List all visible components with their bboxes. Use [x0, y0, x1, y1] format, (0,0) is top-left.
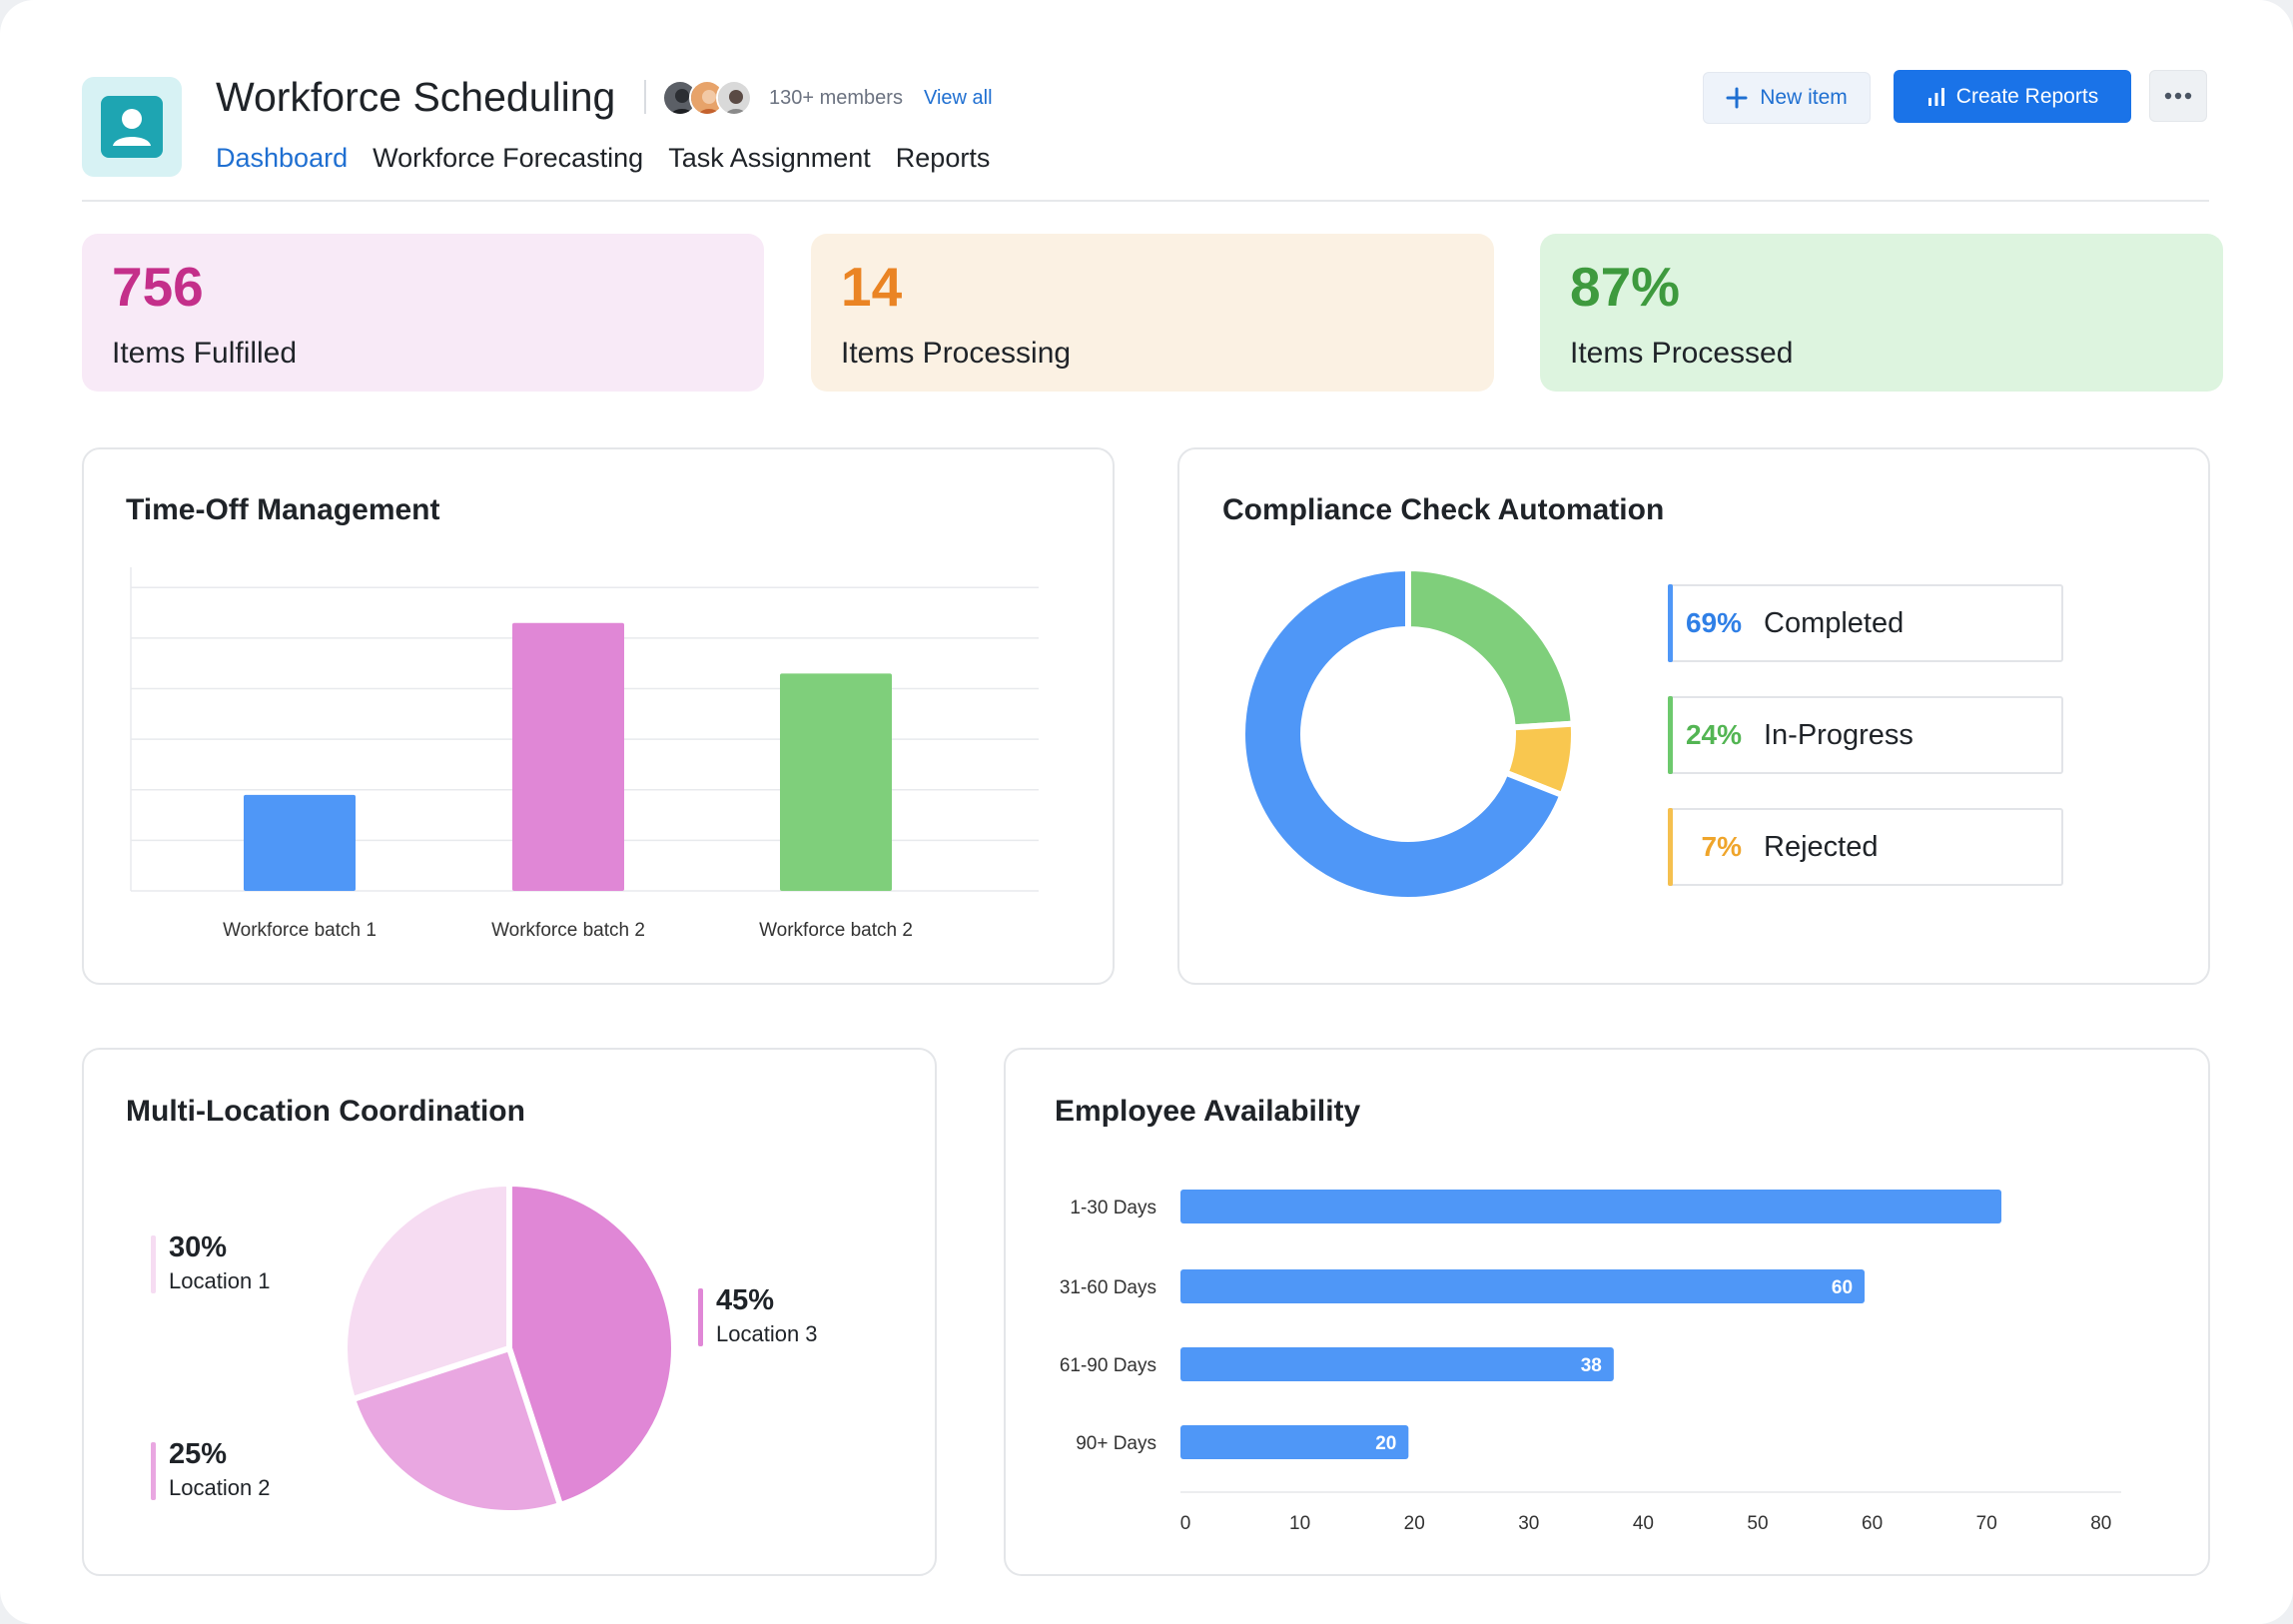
stat-label: Items Processed — [1570, 337, 1794, 370]
pie-label-name: Location 2 — [169, 1475, 271, 1500]
members-count: 130+ members — [769, 87, 903, 109]
member-avatars[interactable] — [662, 80, 752, 116]
stat-card-fulfilled: 756 Items Fulfilled — [82, 234, 764, 392]
stat-label: Items Processing — [841, 337, 1072, 370]
title-divider — [644, 80, 646, 114]
legend-label: Rejected — [1764, 830, 1879, 863]
compliance-donut-chart — [1239, 565, 1577, 903]
stat-label: Items Fulfilled — [112, 337, 298, 370]
nav-tabs: Dashboard Workforce Forecasting Task Ass… — [216, 143, 1015, 174]
pie-label-marker — [698, 1288, 703, 1346]
new-item-label: New item — [1760, 86, 1848, 109]
legend-item-in-progress: 24% In-Progress — [1668, 696, 2063, 774]
stat-value: 756 — [112, 256, 204, 318]
legend-percent: 24% — [1685, 719, 1742, 750]
legend-percent: 7% — [1701, 831, 1742, 862]
page-title: Workforce Scheduling — [216, 74, 616, 120]
pie-label-location-2: 25% Location 2 — [151, 1438, 271, 1501]
tab-reports[interactable]: Reports — [895, 143, 991, 173]
availability-panel — [1004, 1048, 2210, 1576]
avatar — [716, 80, 752, 116]
pie-label-percent: 30% — [169, 1231, 228, 1263]
pie-label-name: Location 1 — [169, 1268, 271, 1293]
bar-chart-icon — [1927, 87, 1944, 106]
pie-label-marker — [151, 1442, 156, 1500]
create-reports-button[interactable]: Create Reports — [1894, 70, 2131, 123]
view-all-link[interactable]: View all — [924, 87, 993, 109]
tab-task-assignment[interactable]: Task Assignment — [668, 143, 871, 173]
stat-card-processing: 14 Items Processing — [811, 234, 1494, 392]
header-divider — [82, 200, 2209, 202]
pie-label-percent: 25% — [169, 1438, 228, 1470]
pie-label-percent: 45% — [716, 1284, 775, 1316]
pie-slice-location-3 — [506, 1181, 677, 1508]
legend-item-completed: 69% Completed — [1668, 584, 2063, 662]
pie-slice-location-2 — [350, 1345, 563, 1516]
legend-percent: 69% — [1685, 607, 1742, 638]
stat-card-processed: 87% Items Processed — [1540, 234, 2223, 392]
legend-label: In-Progress — [1764, 718, 1913, 751]
legend-marker — [1668, 584, 1673, 662]
compliance-title: Compliance Check Automation — [1222, 493, 1665, 526]
pie-label-marker — [151, 1235, 156, 1293]
more-horizontal-icon — [2164, 92, 2192, 100]
legend-item-rejected: 7% Rejected — [1668, 808, 2063, 886]
availability-title: Employee Availability — [1055, 1095, 1361, 1128]
tab-dashboard[interactable]: Dashboard — [216, 143, 349, 173]
pie-slice-location-1 — [342, 1181, 512, 1402]
donut-slice-in-progress — [1405, 565, 1577, 731]
pie-label-location-1: 30% Location 1 — [151, 1231, 271, 1294]
pie-label-name: Location 3 — [716, 1321, 818, 1346]
create-reports-label: Create Reports — [1955, 84, 2099, 108]
more-options-button[interactable] — [2149, 70, 2207, 122]
legend-marker — [1668, 808, 1673, 886]
multi-location-pie-chart — [342, 1181, 677, 1516]
tab-workforce-forecasting[interactable]: Workforce Forecasting — [373, 143, 644, 173]
new-item-button[interactable]: New item — [1703, 72, 1871, 124]
app-logo-icon — [82, 77, 182, 177]
pie-label-location-3: 45% Location 3 — [698, 1284, 818, 1347]
stat-value: 87% — [1570, 256, 1681, 318]
stat-value: 14 — [841, 256, 903, 318]
plus-icon — [1726, 87, 1748, 109]
legend-label: Completed — [1764, 606, 1905, 639]
time-off-title: Time-Off Management — [126, 493, 440, 526]
donut-slice-completed — [1239, 565, 1566, 903]
time-off-panel — [82, 447, 1115, 985]
multi-location-title: Multi-Location Coordination — [126, 1095, 525, 1128]
legend-marker — [1668, 696, 1673, 774]
